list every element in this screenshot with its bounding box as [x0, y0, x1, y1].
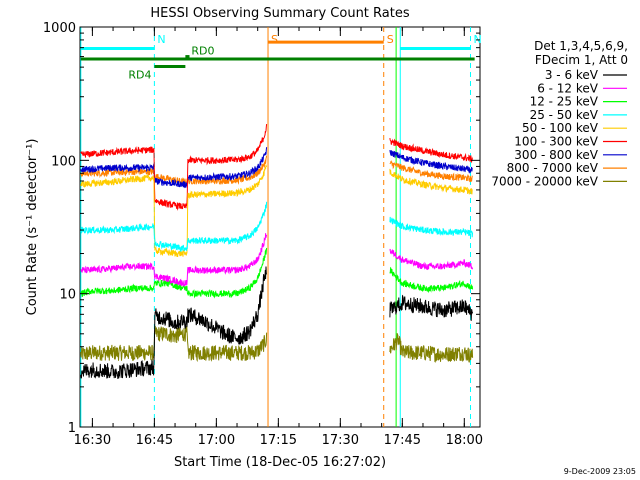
series-line-0: [80, 266, 474, 380]
series-line-6: [80, 147, 473, 189]
x-tick-label: 17:45: [384, 433, 421, 448]
legend-label-4: 50 - 100 keV: [522, 121, 599, 135]
x-tick-label: 16:45: [136, 433, 173, 448]
y-tick-label: 1000: [43, 21, 76, 36]
x-tick-label: 17:30: [322, 433, 359, 448]
bar-label-4: RD4: [128, 69, 151, 82]
legend-label-5: 100 - 300 keV: [514, 135, 598, 149]
axis-ticks: 1 10 100 1000 16:30 16:45 17:00 17:15 17:30 17:45…: [43, 21, 483, 448]
series-line-4: [80, 164, 473, 257]
series-line-8: [80, 325, 474, 363]
series-line-1: [80, 233, 474, 287]
series-line-3: [80, 201, 474, 253]
x-tick-label: 17:00: [198, 433, 235, 448]
y-tick-label: 1: [68, 421, 76, 436]
legend-label-6: 300 - 800 keV: [514, 148, 598, 162]
legend-header-1: Det 1,3,4,5,6,9,: [534, 39, 628, 53]
legend-label-2: 12 - 25 keV: [530, 95, 599, 109]
y-tick-label: 100: [51, 154, 76, 169]
flag-label-5: S: [387, 33, 394, 46]
legend: Det 1,3,4,5,6,9, FDecim 1, Att 0 3 - 6 k…: [491, 39, 628, 188]
plot-frame: [79, 26, 481, 428]
x-axis-label: Start Time (18-Dec-05 16:27:02): [174, 455, 386, 470]
x-tick-label: 16:30: [74, 433, 111, 448]
y-axis-label: Count Rate (s⁻¹ detector⁻¹): [25, 139, 40, 316]
legend-label-3: 25 - 50 keV: [530, 108, 599, 122]
timestamp: 9-Dec-2009 23:05: [564, 467, 636, 476]
series-line-5: [80, 124, 474, 211]
series-layer: [80, 124, 474, 380]
chart-title: HESSI Observing Summary Count Rates: [150, 6, 409, 21]
x-tick-label: 17:15: [260, 433, 297, 448]
flag-label-4: S: [271, 33, 278, 46]
legend-header-2: FDecim 1, Att 0: [535, 53, 628, 67]
series-line-2: [80, 247, 474, 299]
y-tick-label: 10: [59, 288, 76, 303]
legend-label-7: 800 - 7000 keV: [507, 161, 599, 175]
x-tick-label: 18:00: [446, 433, 483, 448]
bar-label-5: RD0: [191, 45, 214, 58]
legend-label-1: 6 - 12 keV: [537, 81, 599, 95]
flag-label-0: N: [157, 33, 165, 46]
legend-label-0: 3 - 6 keV: [545, 68, 599, 82]
legend-label-8: 7000 - 20000 keV: [491, 174, 598, 188]
